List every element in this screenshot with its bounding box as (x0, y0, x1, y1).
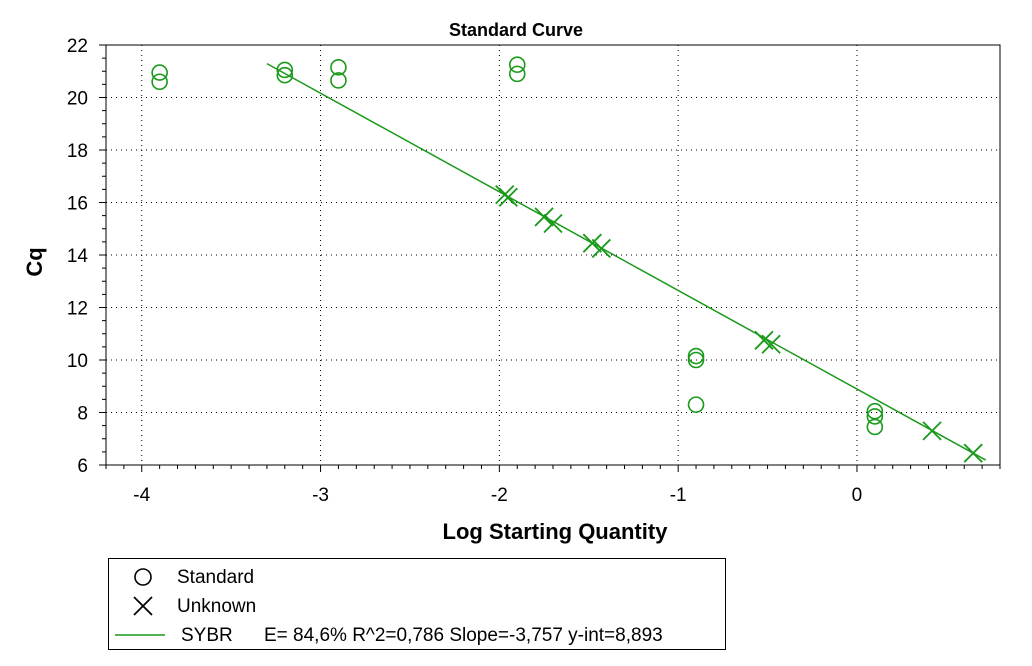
y-tick-label: 20 (67, 89, 88, 110)
chart-title: Standard Curve (449, 20, 583, 40)
standard-point (276, 61, 294, 79)
unknown-point (543, 213, 563, 234)
legend-item-unknown: Unknown (109, 592, 725, 620)
plot-area (105, 44, 1001, 466)
legend-label-unknown: Unknown (177, 596, 257, 617)
legend-label-standard: Standard (177, 567, 255, 588)
standard-point (687, 351, 705, 369)
standard-point (151, 73, 168, 91)
legend: Standard Unknown SYBR E= 84,6% R^2=0,786… (108, 558, 726, 650)
x-tick-label: -4 (133, 485, 150, 506)
y-axis-label: Cq (22, 247, 47, 276)
unknown-point (761, 334, 781, 354)
y-tick-label: 18 (67, 141, 88, 162)
standard-curve-chart: Standard Curve -4 -3 -2 -1 0 6 8 10 12 14 16 18 20 22… (22, 20, 1001, 544)
y-tick-label: 10 (67, 351, 88, 372)
x-tick-label: -2 (491, 485, 508, 506)
y-tick-label: 8 (77, 404, 88, 425)
standard-point (866, 408, 884, 425)
standard-point (508, 65, 526, 83)
standard-point (866, 418, 884, 436)
unknown-point (591, 238, 611, 259)
unknown-point (498, 187, 518, 207)
y-tick-label: 12 (67, 299, 88, 320)
circle-marker-icon (134, 568, 152, 586)
legend-label-fit: SYBR (181, 625, 233, 646)
legend-fit-stats: E= 84,6% R^2=0,786 Slope=-3,757 y-int=8,… (264, 625, 663, 646)
fit-line (266, 62, 987, 461)
y-tick-label: 22 (67, 36, 88, 57)
standard-point (330, 59, 347, 76)
line-marker-icon (115, 634, 165, 636)
standard-point (330, 72, 347, 89)
x-tick-label: -1 (670, 485, 687, 506)
unknown-point (922, 421, 942, 441)
unknown-point (582, 233, 602, 253)
legend-item-fit: SYBR E= 84,6% R^2=0,786 Slope=-3,757 y-i… (109, 621, 725, 649)
y-tick-label: 14 (67, 246, 89, 267)
standard-point (508, 56, 526, 73)
legend-item-standard: Standard (109, 563, 725, 591)
y-tick-label: 6 (77, 456, 88, 477)
unknown-point (963, 443, 983, 463)
unknown-point (534, 207, 554, 227)
x-marker-icon (133, 596, 153, 616)
x-tick-label: -3 (312, 485, 329, 506)
standard-point (276, 66, 294, 84)
x-tick-label: 0 (852, 485, 863, 506)
standard-point (687, 347, 705, 365)
x-axis-label: Log Starting Quantity (443, 519, 669, 544)
standard-point (151, 64, 168, 81)
y-tick-label: 16 (67, 194, 88, 215)
standard-point (687, 396, 705, 413)
